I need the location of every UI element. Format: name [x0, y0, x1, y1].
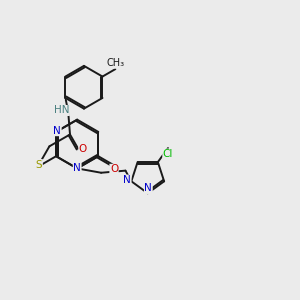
Text: N: N: [145, 184, 152, 194]
Text: S: S: [36, 160, 42, 170]
Text: O: O: [110, 164, 118, 174]
Text: N: N: [123, 175, 131, 185]
Text: O: O: [79, 144, 87, 154]
Text: HN: HN: [54, 106, 69, 116]
Text: N: N: [73, 163, 81, 173]
Text: CH₃: CH₃: [106, 58, 124, 68]
Text: N: N: [53, 126, 61, 136]
Text: Cl: Cl: [163, 149, 173, 159]
